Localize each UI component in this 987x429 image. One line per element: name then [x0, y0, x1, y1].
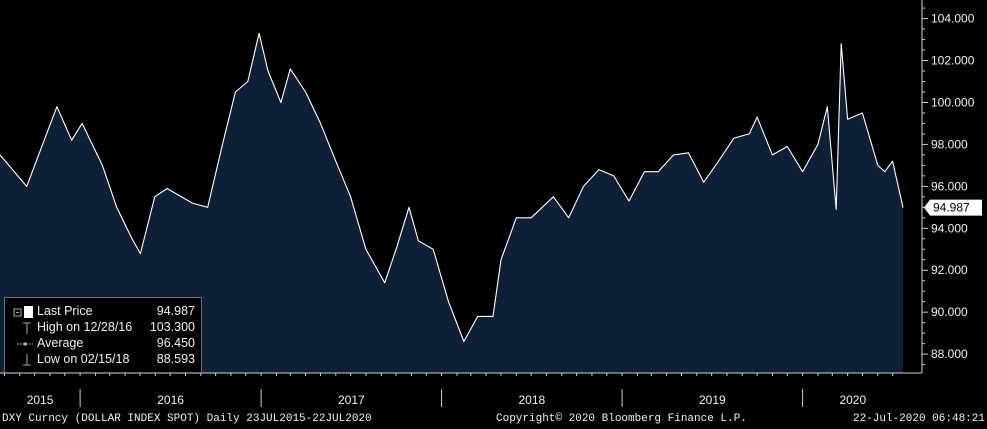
- average-line-icon: [17, 342, 33, 346]
- footer-ticker: DXY Curncy (DOLLAR INDEX SPOT) Daily 23J…: [2, 413, 372, 425]
- low-marker-icon: [23, 354, 31, 366]
- y-tick-label: 100.000: [931, 95, 975, 109]
- legend-value-average: 96.450: [156, 336, 195, 350]
- y-tick-label: 90.000: [931, 305, 968, 319]
- high-marker-icon: [23, 322, 31, 334]
- last-price-swatch-icon: [13, 306, 33, 318]
- legend-box: Last Price 94.987 High on 12/28/16 103.3…: [4, 297, 202, 373]
- legend-label-low: Low on 02/15/18: [37, 352, 130, 366]
- y-tick-label: 98.000: [931, 137, 968, 151]
- y-tick-label: 102.000: [931, 54, 975, 68]
- y-tick-label: 92.000: [931, 263, 968, 277]
- footer-timestamp: 22-Jul-2020 06:48:21: [852, 413, 985, 425]
- footer-copyright: Copyright© 2020 Bloomberg Finance L.P.: [496, 413, 747, 425]
- y-tick-label: 104.000: [931, 12, 975, 26]
- x-tick-label: 2015: [27, 393, 54, 407]
- x-tick-label: 2016: [157, 393, 184, 407]
- legend-row-high: High on 12/28/16 103.300: [5, 320, 195, 336]
- legend-label-high: High on 12/28/16: [37, 320, 133, 334]
- legend-row-average: Average 96.450: [5, 336, 195, 352]
- y-tick-label: 94.000: [931, 221, 968, 235]
- x-tick-label: 2019: [699, 393, 726, 407]
- price-area-fill: [0, 33, 903, 374]
- x-tick-label: 2020: [839, 393, 866, 407]
- y-tick-label: 96.000: [931, 179, 968, 193]
- price-line: [0, 32, 904, 343]
- legend-value-high: 103.300: [149, 320, 195, 334]
- last-value-label: 94.987: [933, 201, 970, 215]
- y-tick-label: 88.000: [931, 347, 968, 361]
- legend-label-last-price: Last Price: [37, 304, 93, 318]
- legend-row-last-price: Last Price 94.987: [5, 304, 195, 320]
- footer-bar: DXY Curncy (DOLLAR INDEX SPOT) Daily 23J…: [0, 411, 987, 429]
- legend-label-average: Average: [37, 336, 84, 350]
- x-tick-label: 2017: [338, 393, 365, 407]
- x-tick-label: 2018: [519, 393, 546, 407]
- legend-value-last-price: 94.987: [156, 304, 195, 318]
- legend-row-low: Low on 02/15/18 88.593: [5, 352, 195, 368]
- last-value-flag: [924, 199, 982, 216]
- legend-value-low: 88.593: [156, 352, 195, 366]
